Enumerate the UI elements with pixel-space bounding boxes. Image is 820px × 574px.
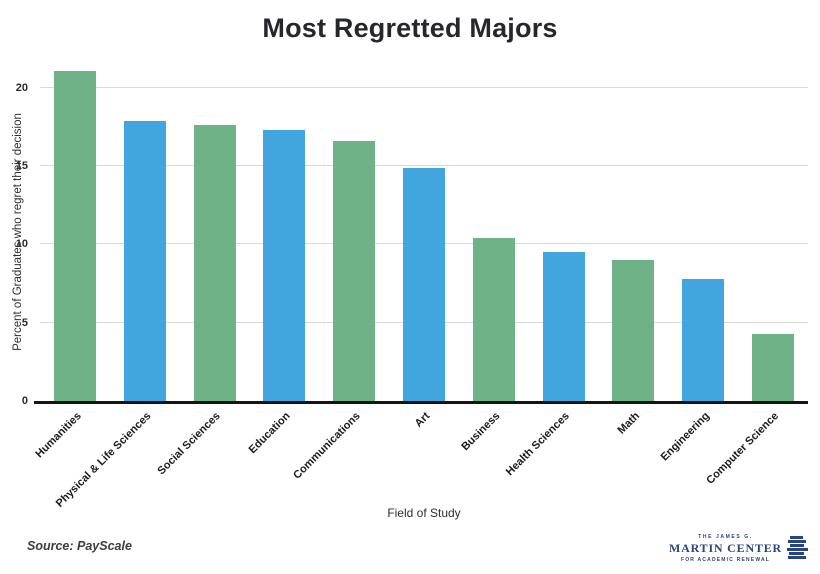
bar-slot-math: Math — [599, 58, 669, 437]
book-stack-icon — [786, 535, 808, 562]
logo-line-1: THE JAMES G. — [698, 534, 753, 540]
bar-slot-computer-science: Computer Science — [705, 58, 808, 487]
bar-slot-social-sciences: Social Sciences — [156, 58, 250, 477]
martin-center-logo[interactable]: THE JAMES G. MARTIN CENTER FOR ACADEMIC … — [669, 534, 808, 563]
bar-physical-life-sciences[interactable] — [123, 120, 166, 401]
bar-communications[interactable] — [333, 141, 376, 401]
x-tick-label-education: Education — [246, 410, 293, 457]
bar-slot-education: Education — [247, 58, 319, 456]
gridline-20 — [40, 86, 808, 88]
bar-slot-communications: Communications — [291, 58, 389, 482]
logo-line-3: FOR ACADEMIC RENEWAL — [680, 557, 771, 563]
y-tick-label-15: 15 — [15, 160, 28, 173]
gridline-15 — [40, 165, 808, 167]
logo-line-2: MARTIN CENTER — [669, 541, 782, 555]
x-tick-label-social-sciences: Social Sciences — [155, 410, 224, 478]
x-tick-label-humanities: Humanities — [32, 410, 84, 461]
y-tick-label-0: 0 — [21, 395, 28, 407]
chart-title: Most Regretted Majors — [262, 13, 558, 43]
bar-math[interactable] — [612, 260, 655, 401]
y-tick-label-20: 20 — [15, 81, 28, 94]
x-tick-label-communications: Communications — [291, 410, 363, 482]
y-tick-label-5: 5 — [21, 316, 28, 329]
y-tick-label-10: 10 — [15, 238, 28, 251]
x-tick-label-engineering: Engineering — [658, 410, 712, 464]
bar-slot-business: Business — [459, 58, 529, 453]
bar-slot-health-sciences: Health Sciences — [504, 58, 599, 478]
bar-engineering[interactable] — [682, 278, 725, 401]
bar-humanities[interactable] — [53, 70, 96, 401]
bar-computer-science[interactable] — [752, 333, 795, 401]
bar-business[interactable] — [472, 238, 515, 401]
x-axis-line — [34, 401, 808, 404]
y-axis-ticks: 0 5 10 15 20 — [0, 58, 34, 407]
x-tick-label-business: Business — [459, 410, 503, 454]
bar-health-sciences[interactable] — [542, 252, 585, 401]
bar-education[interactable] — [263, 130, 306, 401]
x-tick-label-math: Math — [615, 410, 642, 437]
bar-slot-art: Art — [389, 58, 459, 430]
source-note: Source: PayScale — [27, 539, 132, 553]
bar-art[interactable] — [402, 167, 445, 401]
martin-center-logo-text: THE JAMES G. MARTIN CENTER FOR ACADEMIC … — [669, 534, 782, 563]
bar-slot-humanities: Humanities — [33, 58, 110, 460]
bar-slot-physical-life-sciences: Physical & Life Sciences — [53, 58, 180, 510]
x-tick-label-health-sciences: Health Sciences — [503, 410, 573, 479]
bars: Humanities Physical & Life Sciences Social… — [33, 58, 808, 510]
bar-social-sciences[interactable] — [193, 125, 236, 401]
bar-slot-engineering: Engineering — [658, 58, 738, 463]
x-tick-label-computer-science: Computer Science — [704, 410, 782, 487]
x-tick-label-art: Art — [412, 410, 433, 430]
x-axis-title: Field of Study — [387, 506, 461, 520]
plot-area: Humanities Physical & Life Sciences Social… — [33, 58, 808, 510]
